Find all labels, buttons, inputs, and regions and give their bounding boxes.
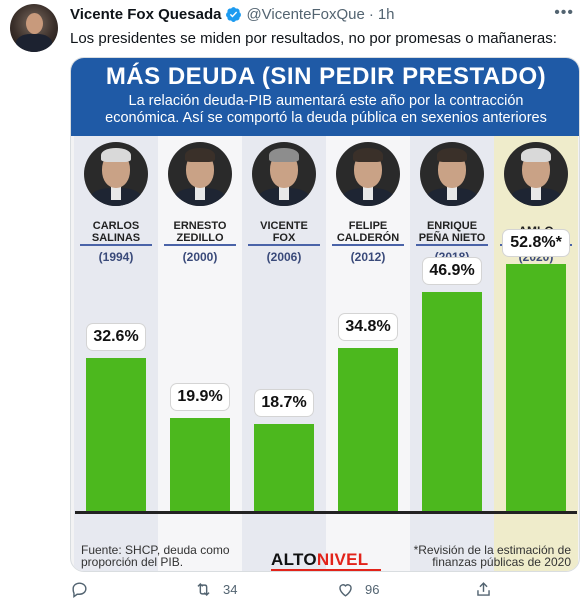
source-line-2: proporción del PIB. bbox=[81, 555, 184, 569]
infographic-title: MÁS DEUDA (SIN PEDIR PRESTADO) bbox=[105, 63, 547, 90]
name-divider bbox=[332, 244, 404, 246]
tweet-actions: 34 96 bbox=[70, 580, 580, 604]
like-icon bbox=[339, 584, 352, 597]
source-note: Fuente: SHCP, deuda como proporción del … bbox=[81, 544, 261, 568]
verified-badge-icon bbox=[226, 7, 242, 22]
term-year: (2012) bbox=[350, 250, 386, 264]
debt-value-label: 46.9% bbox=[423, 258, 481, 284]
debt-bar bbox=[422, 292, 482, 511]
revision-note: *Revisión de la estimación de finanzas p… bbox=[371, 544, 571, 568]
revision-line-1: *Revisión de la estimación de bbox=[413, 543, 571, 557]
avatar-suit bbox=[16, 34, 52, 52]
author-name[interactable]: Vicente Fox Quesada bbox=[70, 6, 222, 23]
reply-button[interactable] bbox=[70, 580, 89, 599]
like-button[interactable]: 96 bbox=[336, 580, 379, 599]
tweet-timestamp[interactable]: 1h bbox=[377, 6, 395, 23]
debt-bar bbox=[338, 348, 398, 511]
subtitle-line-2: económica. Así se comportó la deuda públ… bbox=[105, 110, 547, 126]
name-divider bbox=[248, 244, 320, 246]
tweet-text: Los presidentes se miden por resultados,… bbox=[70, 30, 557, 47]
more-dots-icon[interactable]: ••• bbox=[554, 4, 574, 21]
debt-bar bbox=[254, 424, 314, 511]
debt-bar bbox=[170, 418, 230, 511]
avatar-face bbox=[26, 13, 43, 34]
retweet-icon bbox=[197, 582, 210, 597]
share-button[interactable] bbox=[474, 580, 493, 599]
subtitle-line-1: La relación deuda-PIB aumentará este año… bbox=[128, 93, 524, 109]
name-divider bbox=[416, 244, 488, 246]
author-avatar[interactable] bbox=[10, 4, 58, 52]
infographic-subtitle: La relación deuda-PIB aumentará este año… bbox=[81, 93, 571, 127]
brand-part-2: NIVEL bbox=[316, 550, 369, 569]
president-portrait bbox=[504, 142, 568, 206]
president-portrait bbox=[420, 142, 484, 206]
retweet-button[interactable]: 34 bbox=[194, 580, 237, 599]
infographic-banner bbox=[71, 58, 579, 136]
term-year: (1994) bbox=[98, 250, 134, 264]
president-name: CARLOS SALINAS bbox=[91, 220, 141, 244]
chart-baseline bbox=[75, 511, 577, 514]
share-icon bbox=[477, 582, 490, 596]
debt-value-label: 52.8%* bbox=[503, 230, 569, 256]
separator-dot: · bbox=[368, 6, 374, 23]
debt-bar bbox=[86, 358, 146, 511]
president-portrait bbox=[84, 142, 148, 206]
like-count: 96 bbox=[365, 582, 380, 597]
president-portrait bbox=[336, 142, 400, 206]
author-handle[interactable]: @VicenteFoxQue bbox=[246, 6, 365, 23]
tweet-header: Vicente Fox Quesada @VicenteFoxQue · 1h bbox=[70, 6, 395, 23]
president-name: FELIPE CALDERÓN bbox=[336, 220, 400, 244]
brand-part-1: ALTO bbox=[271, 550, 317, 569]
altonivel-logo: ALTONIVEL bbox=[271, 550, 368, 570]
source-line-1: Fuente: SHCP, deuda como bbox=[81, 543, 230, 557]
debt-value-label: 32.6% bbox=[87, 324, 145, 350]
debt-value-label: 19.9% bbox=[171, 384, 229, 410]
name-divider bbox=[80, 244, 152, 246]
debt-value-label: 34.8% bbox=[339, 314, 397, 340]
debt-bar bbox=[506, 264, 566, 511]
brand-underline bbox=[271, 569, 381, 571]
tweet-media-infographic[interactable]: MÁS DEUDA (SIN PEDIR PRESTADO) La relaci… bbox=[70, 57, 580, 572]
name-divider bbox=[164, 244, 236, 246]
term-year: (2006) bbox=[266, 250, 302, 264]
president-portrait bbox=[168, 142, 232, 206]
term-year: (2000) bbox=[182, 250, 218, 264]
revision-line-2: finanzas públicas de 2020 bbox=[432, 555, 571, 569]
president-portrait bbox=[252, 142, 316, 206]
reply-icon bbox=[72, 582, 87, 599]
president-name: VICENTE FOX bbox=[260, 220, 308, 244]
debt-value-label: 18.7% bbox=[255, 390, 313, 416]
president-name: ERNESTO ZEDILLO bbox=[173, 220, 227, 244]
president-name: ENRIQUE PEÑA NIETO bbox=[418, 220, 486, 244]
retweet-count: 34 bbox=[223, 582, 238, 597]
